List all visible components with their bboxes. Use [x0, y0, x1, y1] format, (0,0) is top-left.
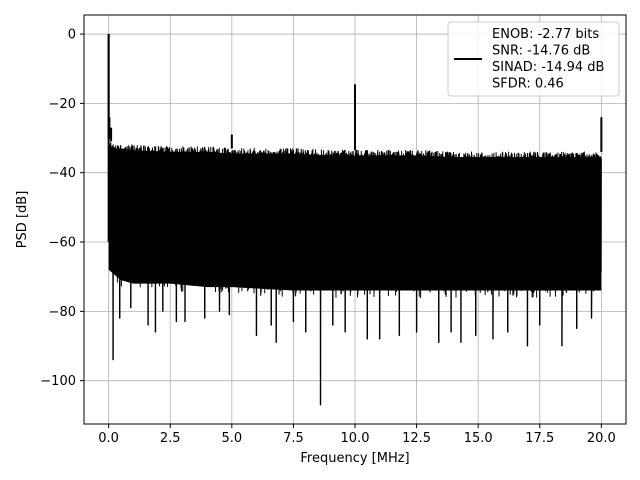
legend: ENOB: -2.77 bits SNR: -14.76 dB SINAD: -14… — [447, 21, 620, 97]
legend-entry: SNR: -14.76 dB — [492, 44, 590, 59]
x-tick-label: 10.0 — [341, 431, 370, 446]
legend-box — [447, 21, 620, 97]
x-tick-label: 0.0 — [98, 431, 119, 446]
y-tick-label: −60 — [49, 236, 76, 251]
legend-entry: ENOB: -2.77 bits — [492, 27, 599, 42]
psd-noise-band — [108, 143, 602, 291]
x-tick-label: 7.5 — [283, 431, 304, 446]
y-tick-label: −40 — [49, 166, 76, 181]
x-tick-label: 2.5 — [160, 431, 181, 446]
axis-ticks: 0.0 2.5 5.0 7.5 10.0 12.5 15.0 17.5 20.0 0 −20 −40 −… — [40, 28, 616, 446]
legend-text: ENOB: -2.77 bits SNR: -14.76 dB SINAD: -14… — [492, 27, 604, 92]
x-tick-label: 20.0 — [587, 431, 616, 446]
y-tick-label: −100 — [40, 374, 76, 389]
x-tick-label: 5.0 — [221, 431, 242, 446]
psd-series — [107, 34, 603, 406]
y-tick-label: −80 — [49, 305, 76, 320]
legend-entry: SFDR: 0.46 — [492, 77, 564, 92]
y-axis-label: PSD [dB] — [15, 191, 30, 249]
x-tick-label: 12.5 — [402, 431, 431, 446]
y-tick-label: 0 — [68, 28, 76, 43]
legend-entry: SINAD: -14.94 dB — [492, 60, 604, 75]
y-tick-label: −20 — [49, 97, 76, 112]
x-axis-label: Frequency [MHz] — [300, 451, 409, 466]
x-tick-label: 17.5 — [525, 431, 554, 446]
x-tick-label: 15.0 — [464, 431, 493, 446]
